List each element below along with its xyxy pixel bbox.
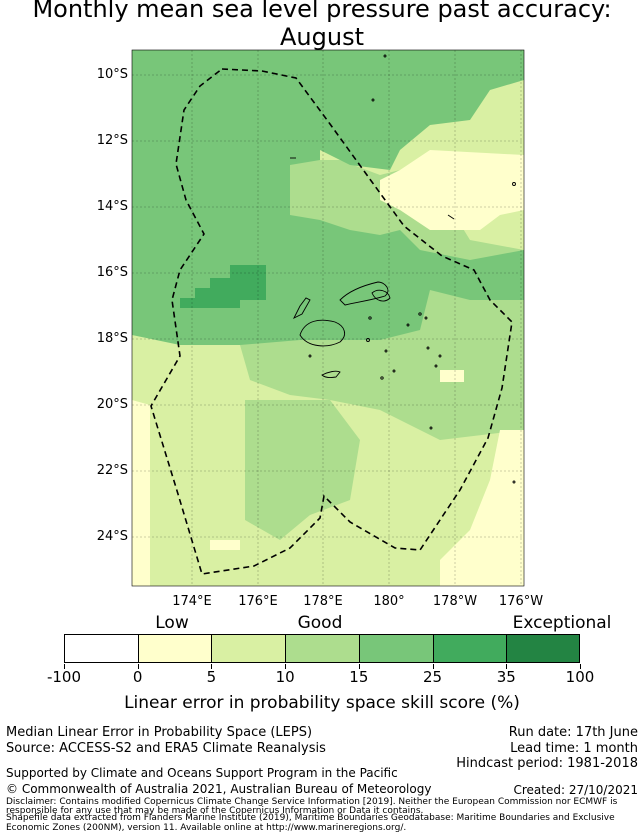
colorbar-bin bbox=[432, 634, 507, 663]
lat-label: 16°S bbox=[96, 265, 128, 280]
footer-source: Source: ACCESS-S2 and ERA5 Climate Reana… bbox=[6, 741, 326, 756]
lat-label: 24°S bbox=[96, 529, 128, 544]
colorbar-tick bbox=[506, 664, 508, 669]
colorbar-bin bbox=[358, 634, 433, 663]
eez-boundary bbox=[150, 68, 513, 575]
footer-support: Supported by Climate and Oceans Support … bbox=[6, 766, 398, 780]
colorbar-bin bbox=[137, 634, 212, 663]
lat-label: 14°S bbox=[96, 199, 128, 214]
map-title-line2: August bbox=[280, 23, 364, 51]
lat-label: 10°S bbox=[96, 67, 128, 82]
islands bbox=[290, 54, 516, 484]
colorbar-tick bbox=[580, 664, 581, 669]
colorbar-tick bbox=[137, 664, 139, 669]
lon-label: 178°W bbox=[432, 594, 478, 609]
map-frame bbox=[131, 49, 525, 587]
colorbar-bin bbox=[506, 634, 580, 663]
lat-label: 12°S bbox=[96, 133, 128, 148]
lon-label: 178°E bbox=[303, 594, 343, 609]
lon-label: 180° bbox=[373, 594, 405, 609]
footer-run-date: Run date: 17th June bbox=[508, 725, 638, 740]
lon-label: 174°E bbox=[172, 594, 212, 609]
colorbar-tick bbox=[432, 664, 434, 669]
colorbar-tick bbox=[211, 664, 213, 669]
colorbar-tick-label: 0 bbox=[132, 668, 143, 686]
disclaimer-line2: responsible for any use that may be made… bbox=[6, 806, 424, 816]
colorbar-tick-label: 100 bbox=[565, 668, 595, 686]
lon-label: 176°W bbox=[498, 594, 544, 609]
footer-lead-time: Lead time: 1 month bbox=[510, 741, 638, 756]
skill-score-field bbox=[132, 50, 524, 586]
lat-label: 20°S bbox=[96, 397, 128, 412]
disclaimer-line1: Disclaimer: Contains modified Copernicus… bbox=[6, 797, 618, 807]
colorbar-bin bbox=[211, 634, 286, 663]
colorbar-tick bbox=[358, 664, 360, 669]
colorbar-title: Linear error in probability space skill … bbox=[124, 693, 520, 713]
footer-created: Created: 27/10/2021 bbox=[513, 783, 638, 797]
map-title-line1: Monthly mean sea level pressure past acc… bbox=[32, 0, 612, 23]
colorbar-tick bbox=[64, 664, 65, 669]
colorbar-category-good: Good bbox=[297, 613, 343, 633]
colorbar-bin bbox=[64, 634, 138, 663]
colorbar-tick-label: 10 bbox=[275, 668, 295, 686]
skill-map bbox=[131, 49, 525, 587]
footer-copyright: © Commonwealth of Australia 2021, Austra… bbox=[6, 782, 432, 796]
colorbar-tick-label: 5 bbox=[206, 668, 217, 686]
colorbar-category-low: Low bbox=[155, 613, 189, 633]
colorbar-tick-label: 25 bbox=[423, 668, 443, 686]
colorbar-tick-label: 35 bbox=[496, 668, 516, 686]
colorbar-bin bbox=[285, 634, 359, 663]
shapefile-line1: Shapefile data extracted from Flanders M… bbox=[6, 813, 615, 823]
lat-label: 18°S bbox=[96, 331, 128, 346]
footer-method: Median Linear Error in Probability Space… bbox=[6, 725, 313, 740]
footer-hindcast: Hindcast period: 1981-2018 bbox=[456, 756, 638, 771]
gridlines bbox=[132, 50, 524, 586]
colorbar-tick-label: -100 bbox=[46, 668, 82, 686]
lon-label: 176°E bbox=[238, 594, 278, 609]
lat-label: 22°S bbox=[96, 463, 128, 478]
colorbar-tick-label: 15 bbox=[349, 668, 369, 686]
colorbar-tick bbox=[285, 664, 287, 669]
shapefile-line2: Economic Zones (200NM), version 11. Avai… bbox=[6, 823, 407, 833]
colorbar-category-exceptional: Exceptional bbox=[512, 613, 612, 633]
